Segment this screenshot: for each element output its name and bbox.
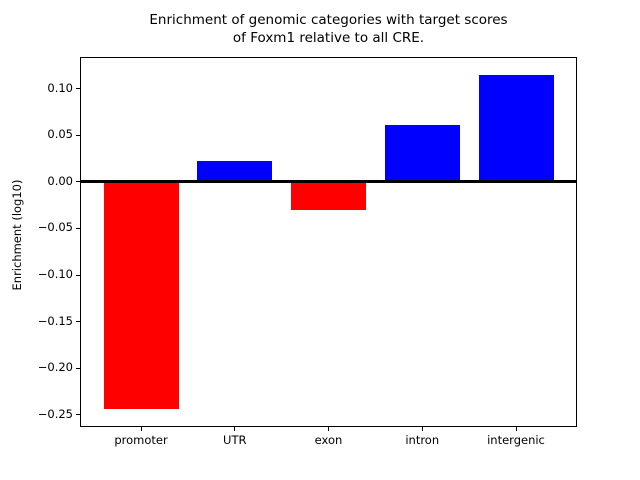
x-tick-mark <box>515 427 517 431</box>
y-tick-mark <box>76 134 80 136</box>
y-tick-label: −0.20 <box>37 360 73 375</box>
x-tick-mark <box>140 427 142 431</box>
chart-title-line2: of Foxm1 relative to all CRE. <box>232 29 425 46</box>
bar-intron <box>384 125 460 182</box>
x-tick-mark <box>421 427 423 431</box>
zero-line <box>81 180 576 184</box>
bar-promoter <box>103 181 179 410</box>
x-tick-label-intron: intron <box>405 433 440 447</box>
plot-area: 0.10 0.05 0.00 −0.05 −0.10 −0.15 −0.20 −0.25 pro… <box>38 57 577 447</box>
y-tick-mark <box>76 321 80 323</box>
y-tick-label: −0.25 <box>37 406 73 421</box>
x-tick-mark <box>234 427 236 431</box>
y-tick-label: −0.15 <box>37 313 73 328</box>
y-tick-mark <box>76 274 80 276</box>
y-tick-label: 0.10 <box>47 80 73 95</box>
bar-UTR <box>197 161 273 182</box>
y-tick-mark <box>76 181 80 183</box>
bar-intergenic <box>478 74 554 182</box>
bar-exon <box>291 181 366 210</box>
x-tick-label-intergenic: intergenic <box>487 433 545 447</box>
x-tick-label-UTR: UTR <box>223 433 247 447</box>
y-tick-mark <box>76 227 80 229</box>
x-tick-mark <box>328 427 329 431</box>
y-tick-label: 0.05 <box>47 127 73 142</box>
y-tick-mark <box>76 88 80 90</box>
x-tick-label-exon: exon <box>314 433 343 447</box>
y-tick-mark <box>76 414 80 416</box>
chart-title-line1: Enrichment of genomic categories with ta… <box>149 12 508 28</box>
y-axis-label: Enrichment (log10) <box>10 179 24 291</box>
y-tick-label: −0.05 <box>37 220 73 235</box>
y-tick-label: 0.00 <box>47 173 73 188</box>
y-tick-mark <box>76 367 80 369</box>
chart-title: Enrichment of genomic categories with ta… <box>80 12 577 47</box>
y-tick-label: −0.10 <box>37 267 73 282</box>
x-tick-label-promoter: promoter <box>114 433 168 447</box>
